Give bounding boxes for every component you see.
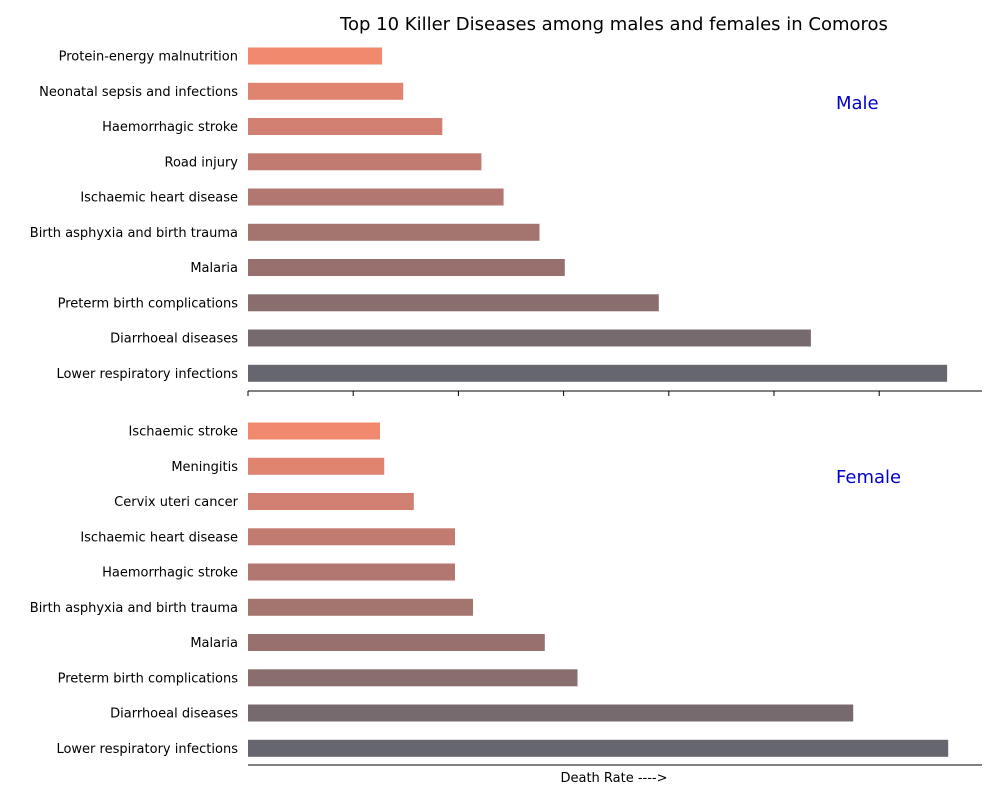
female-panel: Ischaemic stroke Meningitis Cervix uteri c… [30, 422, 982, 766]
category-label: Malaria [190, 261, 238, 276]
category-label: Lower respiratory infections [56, 367, 238, 382]
category-label: Preterm birth complications [58, 671, 239, 686]
category-label: Ischaemic heart disease [80, 191, 238, 206]
bar [248, 294, 659, 312]
category-label: Neonatal sepsis and infections [39, 85, 238, 100]
x-axis-label: Death Rate ----> [560, 771, 667, 786]
bar [248, 329, 811, 347]
bar [248, 493, 414, 510]
bar [248, 47, 383, 65]
category-label: Ischaemic stroke [129, 425, 238, 440]
bar [248, 704, 854, 722]
bar [248, 634, 545, 651]
bar [248, 528, 455, 546]
panel-label: Male [836, 93, 879, 114]
chart-title: Top 10 Killer Diseases among males and f… [339, 14, 888, 35]
category-label: Cervix uteri cancer [114, 495, 238, 510]
bar [248, 118, 443, 135]
male-panel: Protein-energy malnutrition Neonatal seps… [30, 47, 982, 396]
category-label: Diarrhoeal diseases [110, 332, 238, 347]
category-label: Meningitis [171, 460, 238, 475]
panel-label: Female [836, 467, 901, 488]
category-label: Diarrhoeal diseases [110, 707, 238, 722]
category-label: Preterm birth complications [58, 296, 239, 311]
category-label: Ischaemic heart disease [80, 530, 238, 545]
bar [248, 153, 482, 171]
category-label: Malaria [190, 636, 238, 651]
bar [248, 457, 385, 475]
bar [248, 223, 540, 241]
bar [248, 422, 380, 440]
category-label: Birth asphyxia and birth trauma [30, 226, 238, 241]
category-label: Haemorrhagic stroke [102, 566, 238, 581]
category-label: Protein-energy malnutrition [59, 50, 238, 65]
bar [248, 563, 455, 581]
category-label: Haemorrhagic stroke [102, 120, 238, 135]
bar [248, 739, 949, 757]
category-label: Birth asphyxia and birth trauma [30, 601, 238, 616]
bar [248, 82, 404, 100]
category-label: Lower respiratory infections [56, 742, 238, 757]
bar [248, 259, 565, 276]
bar [248, 188, 504, 206]
category-label: Road injury [165, 155, 239, 170]
bar [248, 598, 473, 616]
bar [248, 669, 578, 687]
bar [248, 364, 948, 382]
